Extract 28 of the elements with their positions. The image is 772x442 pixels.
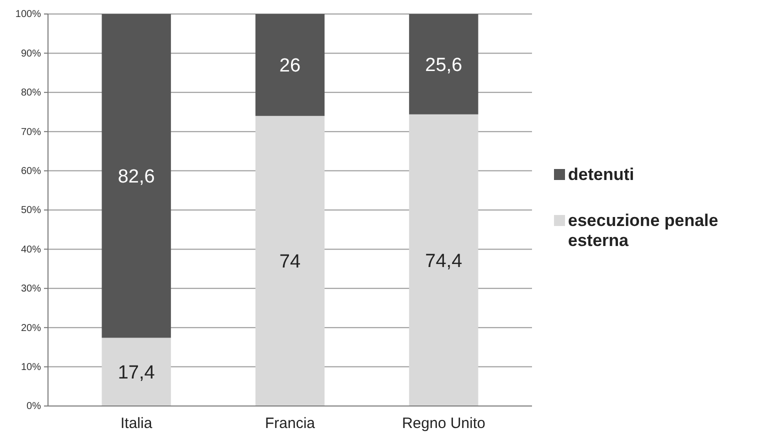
- bar: [102, 14, 171, 338]
- y-tick-label: 40%: [20, 244, 42, 256]
- y-tick-label: 100%: [15, 9, 42, 20]
- legend-label: esecuzione penale esterna: [568, 211, 718, 250]
- x-tick-label: Regno Unito: [402, 415, 486, 432]
- data-label: 17,4: [118, 362, 156, 384]
- y-tick-label: 50%: [20, 205, 42, 216]
- y-tick-label: 90%: [20, 48, 42, 60]
- bar: [255, 14, 325, 116]
- bar: [255, 116, 325, 406]
- y-tick-label: 0%: [26, 401, 42, 412]
- data-label: 26: [279, 56, 301, 77]
- bar: [409, 114, 478, 406]
- y-tick-label: 70%: [20, 126, 42, 138]
- y-tick-label: 80%: [20, 88, 42, 99]
- y-tick-label: 10%: [20, 362, 42, 373]
- legend-label: detenuti: [568, 165, 634, 184]
- x-tick-label: Francia: [264, 415, 316, 432]
- bar: [409, 14, 478, 114]
- data-label: 82,6: [118, 166, 155, 188]
- bar: [102, 338, 171, 406]
- data-label: 25,6: [425, 54, 462, 76]
- y-tick-label: 30%: [20, 284, 42, 295]
- x-tick-label: Italia: [120, 415, 153, 432]
- data-label: 74: [279, 252, 301, 273]
- data-label: 74,4: [425, 250, 463, 272]
- y-tick-label: 20%: [20, 322, 42, 334]
- y-tick-label: 60%: [20, 166, 42, 177]
